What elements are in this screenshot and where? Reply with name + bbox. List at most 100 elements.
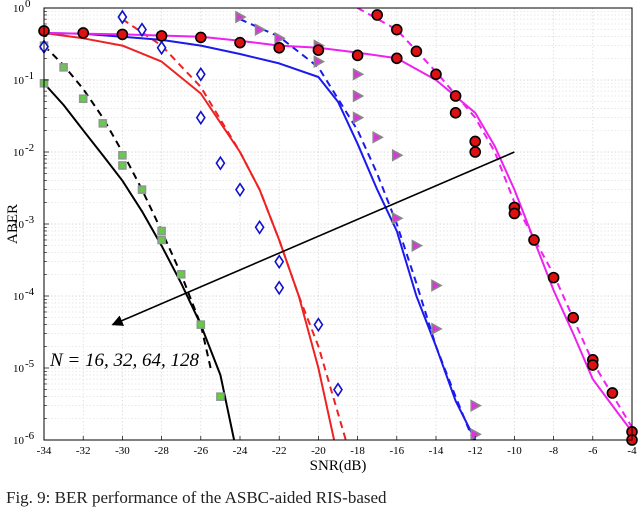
series-3-marker <box>606 387 619 399</box>
series-1-marker <box>195 66 206 82</box>
series-1-marker <box>274 254 285 270</box>
series-2-marker <box>372 130 384 144</box>
series-2-marker <box>352 89 365 103</box>
x-tick-labels: -34 -32 -30 -28 -26 -24 -22 -20 -18 -16 -14 -12 -10 -… <box>37 436 637 457</box>
y-tick-exponent: -6 <box>25 430 35 442</box>
series-1-marker <box>274 280 285 296</box>
y-tick-exponent: 0 <box>25 0 31 10</box>
series-3-marker <box>547 271 560 284</box>
series-2-marker <box>431 279 443 292</box>
y-tick-exponent: -4 <box>25 286 35 298</box>
series-2-marker <box>352 67 365 81</box>
series-2-marker <box>313 55 326 68</box>
x-tick-label: -8 <box>549 445 559 457</box>
y-tick-base: 10 <box>13 435 25 447</box>
x-tick-label: -34 <box>37 445 52 457</box>
series-0-solid-line <box>44 82 236 440</box>
series-1-marker <box>117 9 128 25</box>
x-tick-label: -24 <box>233 445 248 457</box>
series-1-marker <box>254 219 265 235</box>
series-3-dashed-line <box>357 8 632 428</box>
y-tick-label: 10 -4 <box>13 286 35 303</box>
series-0-marker <box>157 226 166 236</box>
series-2-marker <box>391 211 404 225</box>
series-0-marker <box>118 150 127 160</box>
figure-caption: Fig. 9: BER performance of the ASBC-aide… <box>6 488 387 507</box>
aber-vs-snr-chart: -34 -32 -30 -28 -26 -24 -22 -20 -18 -16 -14 -12 -10-… <box>5 0 638 474</box>
series-3-marker <box>449 90 462 102</box>
series-3-marker <box>449 107 462 119</box>
y-tick-label: 10 -2 <box>13 142 34 159</box>
series-3-marker <box>586 359 599 371</box>
series-0-marker <box>78 94 88 103</box>
series-2-marker <box>235 10 247 24</box>
series-2-marker <box>431 322 443 336</box>
series-0-marker <box>196 320 206 329</box>
y-axis-label: ABER <box>5 204 21 244</box>
series-1-marker <box>215 155 226 171</box>
series-3-marker <box>390 52 403 65</box>
y-tick-base: 10 <box>13 147 25 159</box>
y-tick-base: 10 <box>13 291 25 303</box>
y-tick-label: 10 -3 <box>13 214 35 231</box>
series-3-marker <box>312 44 325 56</box>
series-1-marker <box>333 382 343 398</box>
y-tick-label: 10 -6 <box>13 430 35 447</box>
n-annotation: N = 16, 32, 64, 128 <box>49 350 199 371</box>
series-0-marker <box>59 63 68 72</box>
y-tick-exponent: -5 <box>25 358 35 370</box>
x-tick-label: -20 <box>311 445 326 457</box>
series-3-marker <box>508 207 521 220</box>
series-3-marker <box>116 28 129 41</box>
y-tick-base: 10 <box>13 3 25 15</box>
x-tick-label: -18 <box>350 445 365 457</box>
series-3-marker <box>371 9 384 21</box>
x-tick-label: -26 <box>193 445 208 457</box>
series-0-marker <box>176 270 186 279</box>
annotation-arrow <box>111 151 515 326</box>
series-2-marker <box>274 31 286 45</box>
y-tick-label: 10 -1 <box>13 70 34 87</box>
series-layer <box>44 8 632 440</box>
series-0-marker <box>118 161 127 170</box>
series-0-marker <box>137 185 147 194</box>
series-3-marker <box>155 30 168 42</box>
series-0-marker <box>98 119 108 128</box>
series-1-dashed-line <box>121 18 347 440</box>
y-tick-base: 10 <box>13 219 25 231</box>
series-3-marker <box>528 234 540 246</box>
y-tick-base: 10 <box>13 75 25 87</box>
x-tick-label: -14 <box>429 445 444 457</box>
series-1-marker <box>195 110 206 126</box>
series-3-marker <box>351 49 364 62</box>
y-tick-exponent: -2 <box>25 142 34 154</box>
series-3-marker <box>273 42 286 54</box>
x-tick-label: -16 <box>389 445 404 457</box>
series-2-marker <box>411 239 424 253</box>
series-2-marker <box>470 427 482 441</box>
series-1-marker <box>156 40 167 56</box>
x-tick-label: -28 <box>154 445 169 457</box>
series-2-dashed-line <box>239 18 475 440</box>
series-3-marker <box>430 68 442 81</box>
x-tick-label: -10 <box>507 445 522 457</box>
series-3-marker <box>567 311 580 324</box>
series-1-marker <box>313 317 324 333</box>
y-tick-exponent: -1 <box>25 70 34 82</box>
x-tick-label: -6 <box>588 445 598 457</box>
y-tick-label: 10 -5 <box>13 358 35 375</box>
series-2-solid-line <box>44 32 477 440</box>
series-3-marker <box>195 31 207 44</box>
x-axis-label: SNR(dB) <box>310 458 367 474</box>
y-tick-base: 10 <box>13 363 25 375</box>
series-0-marker <box>157 235 166 245</box>
x-tick-label: -12 <box>468 445 483 457</box>
series-2-marker <box>470 399 482 413</box>
series-3-marker <box>469 135 482 148</box>
y-tick-exponent: -3 <box>25 214 35 226</box>
series-2-marker <box>352 111 365 125</box>
series-3-marker <box>410 45 423 58</box>
series-3-marker <box>469 146 482 158</box>
x-tick-label: -30 <box>115 445 130 457</box>
